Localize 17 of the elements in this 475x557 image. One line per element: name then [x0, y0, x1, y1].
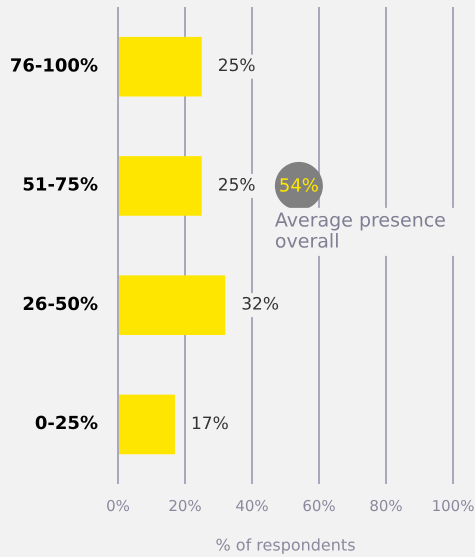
annotation: Average presence overall [274, 209, 446, 252]
y-tick-label: 0-25% [34, 413, 98, 434]
x-tick-label: 100% [432, 496, 474, 515]
x-tick-label: 20% [168, 496, 202, 515]
data-label: 54% [278, 176, 319, 197]
x-tick-label: 80% [369, 496, 403, 515]
x-tick-label: 60% [302, 496, 336, 515]
x-tick-label: 40% [235, 496, 269, 515]
data-label: 25% [218, 56, 256, 76]
data-label: 17% [190, 414, 229, 434]
y-tick-label: 26-50% [22, 294, 98, 315]
data-label: 25% [218, 175, 256, 196]
data-label: 32% [241, 294, 279, 315]
y-tick-label: 76-100% [10, 55, 98, 76]
y-tick-label: 51-75% [22, 174, 98, 196]
x-tick-label: 0% [106, 496, 130, 515]
x-axis-title: % of respondents [215, 536, 356, 555]
